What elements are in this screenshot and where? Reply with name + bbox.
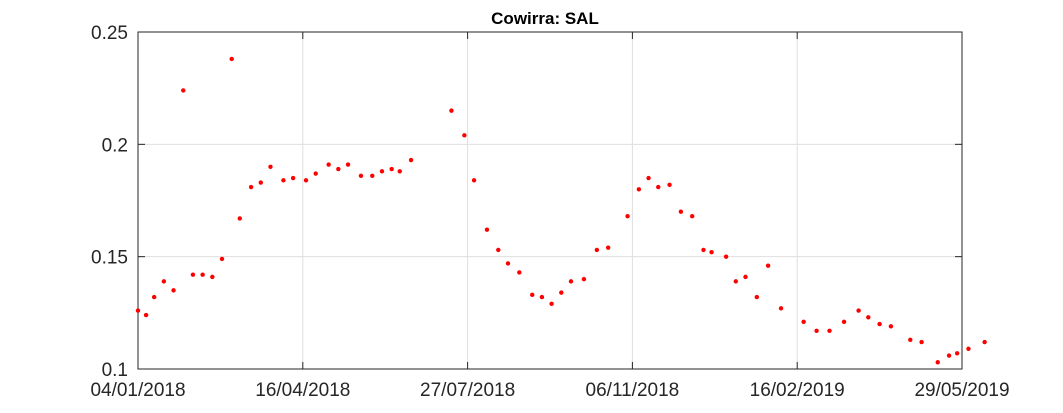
x-tick-label: 06/11/2018: [586, 380, 680, 401]
data-point: [462, 133, 466, 137]
data-point: [755, 295, 759, 299]
data-point: [220, 257, 224, 261]
data-point: [667, 183, 671, 187]
data-point: [582, 277, 586, 281]
data-point: [359, 174, 363, 178]
data-point: [380, 169, 384, 173]
data-point: [144, 313, 148, 317]
data-point: [734, 279, 738, 283]
data-point: [485, 228, 489, 232]
data-point: [210, 275, 214, 279]
data-point: [766, 263, 770, 267]
data-point: [679, 210, 683, 214]
y-tick-label: 0.15: [91, 248, 128, 269]
data-point: [346, 162, 350, 166]
data-point: [517, 270, 521, 274]
data-point: [291, 176, 295, 180]
data-point: [162, 279, 166, 283]
data-point: [136, 308, 140, 312]
data-point: [398, 169, 402, 173]
data-point: [856, 308, 860, 312]
data-point: [625, 214, 629, 218]
data-point: [389, 167, 393, 171]
data-point: [606, 245, 610, 249]
data-point: [449, 108, 453, 112]
data-point: [801, 320, 805, 324]
data-point: [779, 306, 783, 310]
x-tick-label: 29/05/2019: [914, 380, 1009, 401]
plot-background: [138, 32, 962, 369]
data-point: [709, 250, 713, 254]
data-point: [549, 302, 553, 306]
data-point: [724, 254, 728, 258]
data-point: [472, 178, 476, 182]
data-point: [908, 338, 912, 342]
data-point: [304, 178, 308, 182]
data-point: [506, 261, 510, 265]
x-tick-label: 04/01/2018: [90, 380, 185, 401]
data-point: [842, 320, 846, 324]
data-point: [982, 340, 986, 344]
data-point: [955, 351, 959, 355]
data-point: [637, 187, 641, 191]
data-point: [191, 272, 195, 276]
data-point: [866, 315, 870, 319]
data-point: [530, 293, 534, 297]
data-point: [238, 216, 242, 220]
data-point: [701, 248, 705, 252]
data-point: [152, 295, 156, 299]
data-point: [314, 171, 318, 175]
data-point: [200, 272, 204, 276]
data-point: [181, 88, 185, 92]
data-point: [919, 340, 923, 344]
data-point: [947, 353, 951, 357]
data-point: [877, 322, 881, 326]
data-point: [409, 158, 413, 162]
y-tick-label: 0.2: [102, 135, 128, 156]
data-point: [827, 329, 831, 333]
data-point: [171, 288, 175, 292]
data-point: [569, 279, 573, 283]
data-point: [814, 329, 818, 333]
data-point: [595, 248, 599, 252]
data-point: [281, 178, 285, 182]
x-tick-label: 16/02/2019: [750, 380, 845, 401]
x-tick-label: 16/04/2018: [255, 380, 350, 401]
data-point: [496, 248, 500, 252]
data-point: [336, 167, 340, 171]
y-tick-label: 0.1: [102, 360, 128, 381]
data-point: [540, 295, 544, 299]
data-point: [646, 176, 650, 180]
x-tick-label: 27/07/2018: [420, 380, 515, 401]
data-point: [936, 360, 940, 364]
data-point: [743, 275, 747, 279]
data-point: [889, 324, 893, 328]
data-point: [690, 214, 694, 218]
data-point: [966, 347, 970, 351]
data-point: [230, 57, 234, 61]
data-point: [259, 180, 263, 184]
data-point: [559, 290, 563, 294]
chart-title: Cowirra: SAL: [491, 9, 599, 28]
data-point: [268, 165, 272, 169]
data-point: [656, 185, 660, 189]
y-tick-label: 0.25: [91, 23, 128, 44]
data-point: [326, 162, 330, 166]
data-point: [370, 174, 374, 178]
data-point: [249, 185, 253, 189]
